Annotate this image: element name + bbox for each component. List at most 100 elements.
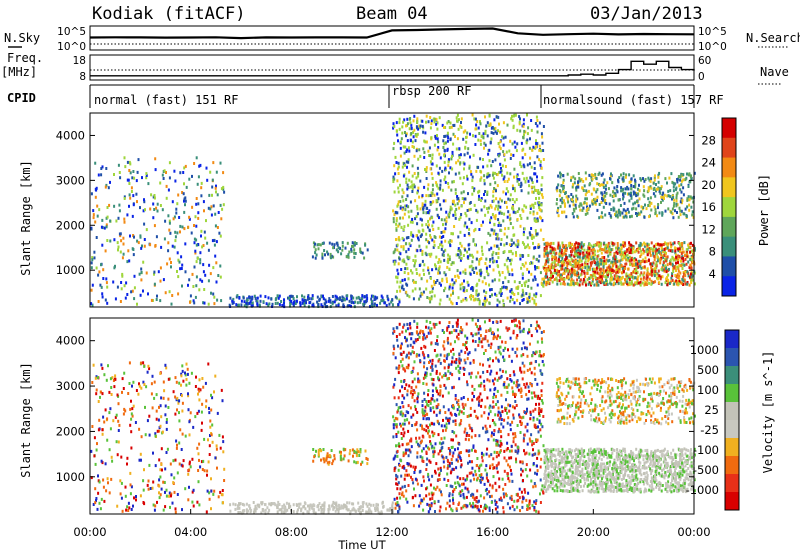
range-gate-cell bbox=[199, 278, 202, 282]
range-gate-cell bbox=[602, 265, 605, 269]
range-gate-cell bbox=[541, 195, 544, 199]
range-gate-cell bbox=[492, 131, 495, 135]
range-gate-cell bbox=[458, 156, 461, 159]
range-gate-cell bbox=[506, 123, 509, 127]
range-gate-cell bbox=[104, 462, 107, 466]
range-gate-cell bbox=[209, 434, 211, 437]
range-gate-cell bbox=[342, 447, 345, 451]
range-gate-cell bbox=[131, 247, 134, 251]
range-gate-cell bbox=[100, 459, 103, 463]
range-gate-cell bbox=[393, 164, 396, 168]
range-gate-cell bbox=[552, 251, 555, 255]
range-gate-cell bbox=[631, 257, 634, 261]
range-gate-cell bbox=[671, 262, 674, 266]
range-gate-cell bbox=[200, 194, 203, 198]
range-gate-cell bbox=[648, 272, 651, 276]
range-gate-cell bbox=[583, 271, 586, 275]
range-gate-cell bbox=[690, 270, 693, 274]
range-gate-cell bbox=[391, 505, 394, 509]
range-gate-cell bbox=[680, 209, 683, 213]
range-gate-cell bbox=[489, 140, 492, 144]
range-gate-cell bbox=[511, 114, 513, 118]
range-gate-cell bbox=[602, 281, 605, 285]
range-gate-cell bbox=[137, 392, 140, 396]
range-gate-cell bbox=[410, 126, 413, 130]
range-gate-cell bbox=[412, 465, 415, 469]
range-gate-cell bbox=[317, 303, 320, 307]
range-gate-cell bbox=[576, 282, 579, 286]
range-gate-cell bbox=[133, 297, 136, 301]
range-gate-cell bbox=[407, 236, 410, 239]
range-gate-cell bbox=[591, 202, 594, 206]
range-gate-cell bbox=[634, 185, 637, 189]
range-gate-cell bbox=[375, 507, 378, 511]
range-gate-cell bbox=[467, 147, 470, 151]
range-gate-cell bbox=[668, 282, 671, 285]
range-gate-cell bbox=[513, 200, 516, 204]
range-gate-cell bbox=[288, 503, 291, 507]
range-gate-cell bbox=[173, 476, 176, 480]
range-gate-cell bbox=[497, 154, 500, 158]
range-gate-cell bbox=[676, 211, 678, 214]
range-gate-cell bbox=[628, 241, 631, 245]
range-gate-cell bbox=[260, 511, 263, 515]
range-gate-cell bbox=[431, 188, 434, 192]
range-gate-cell bbox=[507, 177, 510, 181]
range-gate-cell bbox=[117, 163, 120, 167]
range-gate-cell bbox=[237, 303, 240, 307]
range-gate-cell bbox=[484, 129, 487, 133]
range-gate-cell bbox=[311, 255, 314, 259]
cpid-strip: normal (fast) 151 RF rbsp 200 RF normals… bbox=[89, 84, 724, 108]
range-gate-cell bbox=[181, 284, 183, 288]
range-gate-cell bbox=[516, 128, 519, 132]
range-gate-cell bbox=[567, 195, 570, 199]
range-gate-cell bbox=[409, 117, 412, 120]
range-gate-cell bbox=[692, 278, 694, 282]
range-gate-cell bbox=[493, 259, 496, 263]
range-gate-cell bbox=[442, 139, 445, 143]
range-gate-cell bbox=[289, 301, 292, 305]
range-gate-cell bbox=[622, 244, 625, 248]
range-gate-cell bbox=[633, 250, 636, 254]
range-gate-cell bbox=[430, 295, 433, 299]
range-gate-cell bbox=[538, 121, 541, 125]
range-gate-cell bbox=[245, 502, 248, 506]
range-gate-cell bbox=[620, 277, 623, 281]
range-gate-cell bbox=[478, 278, 481, 282]
range-gate-cell bbox=[646, 272, 649, 276]
range-gate-cell bbox=[423, 185, 426, 189]
range-gate-cell bbox=[628, 199, 631, 203]
range-gate-cell bbox=[535, 292, 538, 296]
range-gate-cell bbox=[459, 153, 462, 157]
power-panel-frame bbox=[89, 112, 695, 308]
range-gate-cell bbox=[629, 180, 632, 184]
range-gate-cell bbox=[553, 278, 556, 282]
range-gate-cell bbox=[598, 216, 601, 220]
range-gate-cell bbox=[677, 282, 680, 286]
range-gate-cell bbox=[624, 175, 627, 179]
range-gate-cell bbox=[636, 277, 639, 281]
range-gate-cell bbox=[549, 245, 552, 249]
range-gate-cell bbox=[198, 458, 200, 462]
range-gate-cell bbox=[672, 185, 675, 189]
range-gate-cell bbox=[648, 200, 651, 204]
range-gate-cell bbox=[95, 499, 97, 503]
range-gate-cell bbox=[479, 142, 482, 146]
range-gate-cell bbox=[494, 292, 497, 296]
range-gate-cell bbox=[498, 221, 501, 225]
range-gate-cell bbox=[559, 198, 562, 202]
range-gate-cell bbox=[355, 296, 358, 300]
range-gate-cell bbox=[455, 116, 458, 120]
range-gate-cell bbox=[483, 141, 486, 145]
range-gate-cell bbox=[673, 280, 676, 284]
range-gate-cell bbox=[522, 122, 525, 126]
range-gate-cell bbox=[606, 249, 609, 253]
range-gate-cell bbox=[422, 229, 425, 233]
range-gate-cell bbox=[144, 208, 146, 212]
freq-unit-label: [MHz] bbox=[1, 65, 37, 79]
range-gate-cell bbox=[374, 295, 377, 299]
range-gate-cell bbox=[531, 233, 534, 237]
range-gate-cell bbox=[573, 242, 576, 246]
range-gate-cell bbox=[490, 216, 493, 220]
range-gate-cell bbox=[520, 181, 523, 185]
